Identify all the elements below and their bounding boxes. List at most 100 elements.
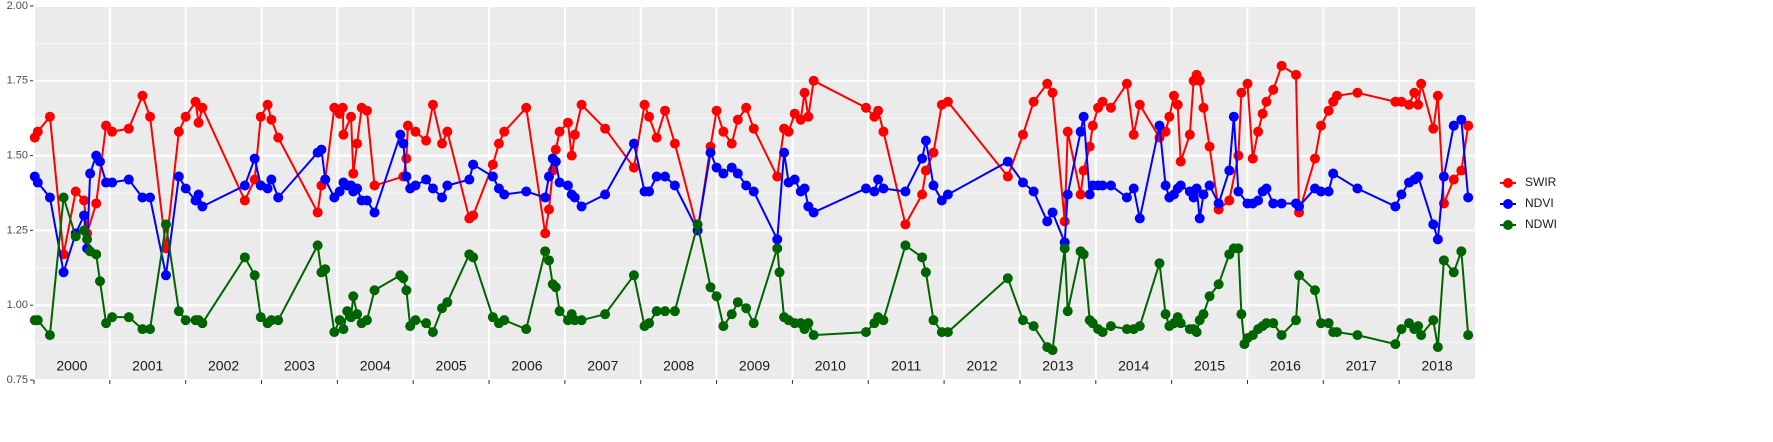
x-tick-label: 2008 [663, 358, 694, 374]
data-point [1047, 87, 1058, 98]
data-point [521, 324, 532, 335]
data-point [569, 129, 580, 140]
data-point [1134, 213, 1145, 224]
data-point [660, 306, 671, 317]
data-point [193, 189, 204, 200]
data-point [554, 126, 565, 137]
data-point [361, 195, 372, 206]
data-point [540, 192, 551, 203]
data-point [1242, 78, 1253, 89]
data-point [600, 309, 611, 320]
data-point [550, 282, 561, 293]
x-tick-label: 2016 [1270, 358, 1301, 374]
data-point [878, 126, 889, 137]
data-point [900, 240, 911, 251]
data-point [1105, 102, 1116, 113]
data-point [1456, 165, 1467, 176]
data-point [262, 99, 273, 110]
data-point [741, 303, 752, 314]
data-point [917, 153, 928, 164]
data-point [900, 219, 911, 230]
legend-marker [1503, 220, 1513, 230]
data-point [1160, 309, 1171, 320]
data-point [1160, 180, 1171, 191]
data-point [1409, 87, 1420, 98]
data-point [334, 186, 345, 197]
data-point [741, 180, 752, 191]
data-point [137, 90, 148, 101]
data-point [1413, 171, 1424, 182]
data-point [1432, 90, 1443, 101]
data-point [628, 138, 639, 149]
data-point [1448, 174, 1459, 185]
legend-label: NDWI [1525, 217, 1557, 231]
data-point [1456, 114, 1467, 125]
y-tick-label: 1.50 [7, 150, 28, 162]
data-point [1228, 111, 1239, 122]
data-point [398, 273, 409, 284]
data-point [91, 198, 102, 209]
data-point [1047, 207, 1058, 218]
data-point [32, 126, 43, 137]
data-point [1204, 291, 1215, 302]
data-point [1168, 90, 1179, 101]
data-point [803, 111, 814, 122]
data-point [1456, 246, 1467, 257]
data-point [499, 315, 510, 326]
data-point [1396, 189, 1407, 200]
data-point [1224, 195, 1235, 206]
data-point [410, 315, 421, 326]
data-point [576, 315, 587, 326]
data-point [262, 183, 273, 194]
data-point [197, 201, 208, 212]
data-point [732, 297, 743, 308]
data-point [1416, 330, 1427, 341]
data-point [1233, 150, 1244, 161]
data-point [799, 87, 810, 98]
data-point [312, 207, 323, 218]
data-point [1198, 189, 1209, 200]
data-point [1438, 171, 1449, 182]
data-point [1316, 318, 1327, 329]
data-point [860, 327, 871, 338]
data-point [803, 318, 814, 329]
data-point [32, 315, 43, 326]
data-point [1294, 270, 1305, 281]
data-point [123, 123, 134, 134]
x-tick-label: 2012 [966, 358, 997, 374]
data-point [860, 102, 871, 113]
data-point [442, 126, 453, 137]
data-point [437, 192, 448, 203]
data-point [942, 189, 953, 200]
data-point [1253, 195, 1264, 206]
data-point [79, 195, 90, 206]
data-point [1331, 90, 1342, 101]
data-point [1463, 120, 1474, 131]
data-point [569, 192, 580, 203]
data-point [266, 114, 277, 125]
data-point [1390, 201, 1401, 212]
data-point [779, 147, 790, 158]
data-point [249, 153, 260, 164]
data-point [1175, 180, 1186, 191]
data-point [1213, 279, 1224, 290]
data-point [1097, 180, 1108, 191]
data-point [94, 276, 105, 287]
data-point [1233, 243, 1244, 254]
data-point [249, 270, 260, 281]
data-point [402, 120, 413, 131]
x-tick-label: 2004 [360, 358, 391, 374]
data-point [1236, 309, 1247, 320]
data-point [1309, 285, 1320, 296]
data-point [1413, 321, 1424, 332]
data-point [1323, 105, 1334, 116]
data-point [468, 252, 479, 263]
data-point [1276, 330, 1287, 341]
data-point [1028, 96, 1039, 107]
data-point [1198, 309, 1209, 320]
data-point [920, 165, 931, 176]
data-point [711, 291, 722, 302]
data-point [1261, 183, 1272, 194]
data-point [566, 150, 577, 161]
legend-label: SWIR [1525, 175, 1557, 189]
